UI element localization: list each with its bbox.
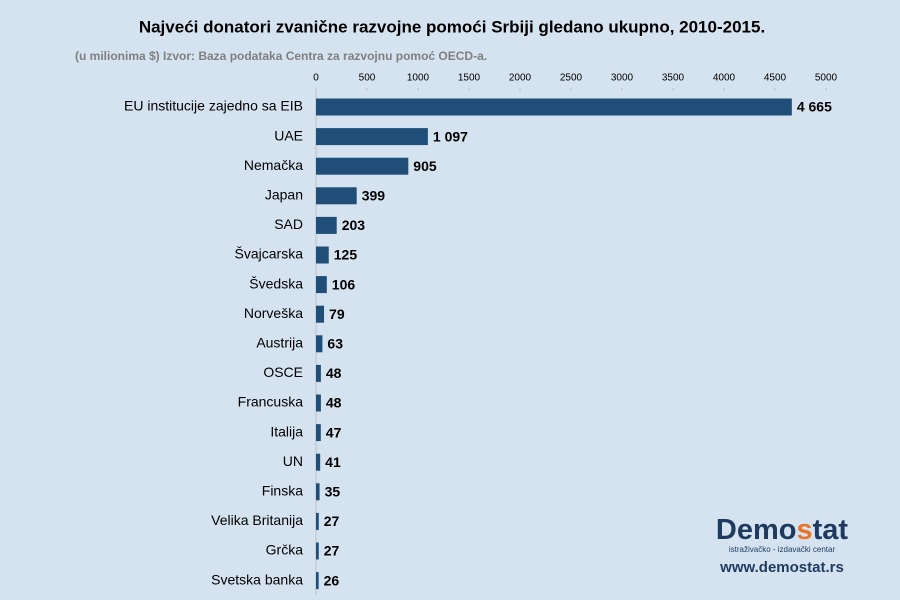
logo-url: www.demostat.rs xyxy=(719,559,844,576)
value-label: 63 xyxy=(327,336,343,352)
bar xyxy=(316,572,319,590)
bar xyxy=(316,98,792,116)
bar xyxy=(316,216,337,234)
x-tick-label: 4500 xyxy=(764,73,787,84)
y-tick-label: Francuska xyxy=(238,394,304,410)
bar xyxy=(316,187,357,205)
bar xyxy=(316,512,319,530)
x-tick-label: 3000 xyxy=(611,73,634,84)
value-label: 399 xyxy=(362,188,386,204)
y-tick-label: Nemačka xyxy=(244,157,303,173)
value-label: 48 xyxy=(326,395,342,411)
x-tick-label: 500 xyxy=(359,73,376,84)
y-tick-label: Svetska banka xyxy=(211,571,303,587)
y-tick-label: Austrija xyxy=(256,335,303,351)
y-tick-label: EU institucije zajedno sa EIB xyxy=(124,98,303,114)
bar xyxy=(316,276,327,294)
bar xyxy=(316,305,325,323)
logo-tagline: istraživačko - izdavački centar xyxy=(729,545,836,554)
value-label: 106 xyxy=(332,276,356,292)
y-tick-label: Japan xyxy=(265,187,303,203)
x-tick-label: 0 xyxy=(313,73,319,84)
y-tick-label: UAE xyxy=(274,127,303,143)
value-label: 905 xyxy=(413,158,437,174)
logo-part: s xyxy=(796,514,812,546)
value-label: 48 xyxy=(326,365,342,381)
bar xyxy=(316,394,321,412)
y-tick-label: Švedska xyxy=(249,275,303,291)
bar xyxy=(316,335,323,353)
bar xyxy=(316,424,321,442)
y-tick-label: Velika Britanija xyxy=(211,512,303,528)
value-label: 79 xyxy=(329,306,345,322)
value-label: 41 xyxy=(325,454,341,470)
logo-part: Demo xyxy=(716,514,797,546)
y-tick-label: SAD xyxy=(274,216,303,232)
x-tick-label: 1000 xyxy=(407,73,430,84)
value-label: 1 097 xyxy=(433,128,468,144)
x-tick-label: 2500 xyxy=(560,73,583,84)
bar xyxy=(316,483,320,501)
value-label: 125 xyxy=(334,247,358,263)
bar xyxy=(316,157,409,175)
x-tick-label: 2000 xyxy=(509,73,532,84)
value-label: 27 xyxy=(324,513,340,529)
y-tick-label: Italija xyxy=(270,423,303,439)
bar xyxy=(316,246,329,264)
value-label: 35 xyxy=(325,484,341,500)
y-tick-label: Švajcarska xyxy=(235,246,304,262)
x-tick-label: 5000 xyxy=(815,73,838,84)
y-tick-label: Norveška xyxy=(244,305,303,321)
logo-part: tat xyxy=(813,514,849,546)
bar xyxy=(316,453,321,471)
x-tick-label: 4000 xyxy=(713,73,736,84)
chart-subtitle: (u milionima $) Izvor: Baza podataka Cen… xyxy=(75,49,487,63)
chart-title: Najveći donatori zvanične razvojne pomoć… xyxy=(139,17,765,36)
value-label: 26 xyxy=(324,572,340,588)
value-label: 27 xyxy=(324,543,340,559)
logo-name: Demostat xyxy=(716,514,849,546)
bar xyxy=(316,364,321,382)
value-label: 203 xyxy=(342,217,366,233)
y-tick-label: OSCE xyxy=(263,364,303,380)
value-label: 4 665 xyxy=(797,99,832,115)
x-tick-label: 3500 xyxy=(662,73,685,84)
y-tick-label: Grčka xyxy=(266,542,304,558)
value-label: 47 xyxy=(326,424,342,440)
bar xyxy=(316,542,319,560)
x-tick-label: 1500 xyxy=(458,73,481,84)
bar xyxy=(316,128,428,146)
y-tick-label: UN xyxy=(283,453,303,469)
y-tick-label: Finska xyxy=(262,483,303,499)
